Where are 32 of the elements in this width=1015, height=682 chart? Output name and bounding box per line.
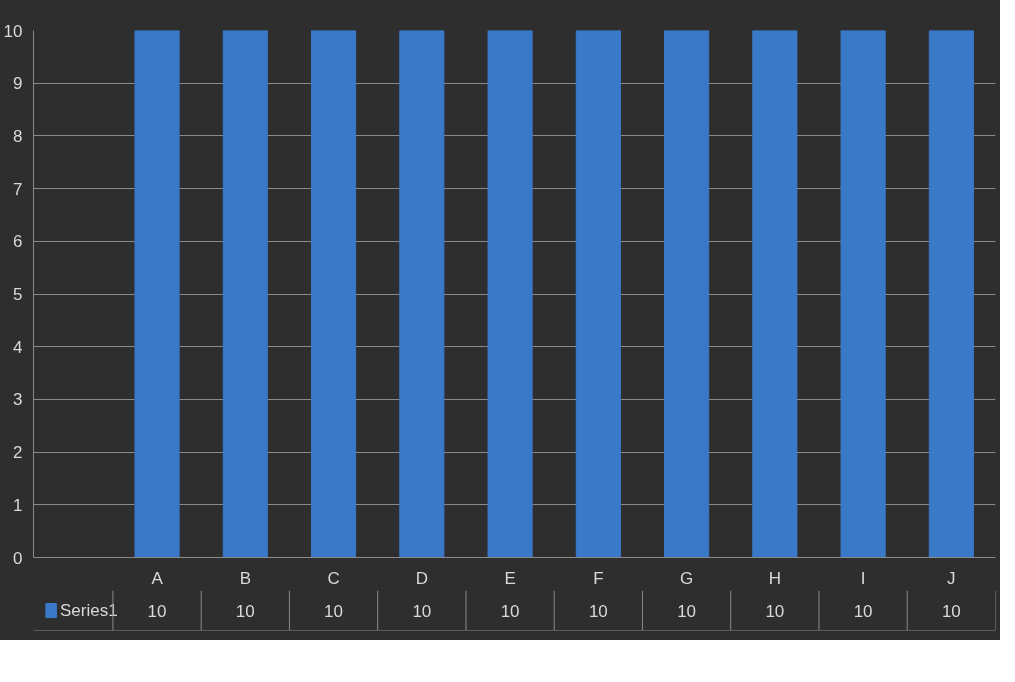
data-label: 10 — [588, 601, 608, 621]
legend-label: Series1 — [59, 601, 118, 620]
x-tick-label: H — [768, 568, 781, 588]
x-tick-label: B — [239, 568, 251, 588]
data-label: 10 — [412, 601, 432, 621]
y-tick-label: 9 — [13, 74, 23, 94]
x-tick-label: F — [593, 568, 604, 588]
x-tick-label: D — [415, 568, 428, 588]
y-tick-label: 6 — [13, 232, 23, 252]
x-tick-label: G — [679, 568, 694, 588]
y-tick-label: 3 — [13, 390, 23, 410]
y-tick-label: 1 — [13, 495, 23, 515]
y-tick-label: 8 — [13, 126, 23, 146]
data-label: 10 — [500, 601, 520, 621]
data-label: 10 — [853, 601, 873, 621]
data-label: 10 — [235, 601, 255, 621]
data-label: 10 — [765, 601, 785, 621]
x-tick-label: E — [504, 568, 516, 588]
data-label: 10 — [324, 601, 344, 621]
y-tick-label: 10 — [3, 21, 23, 41]
y-tick-label: 2 — [13, 443, 23, 463]
data-label: 10 — [677, 601, 697, 621]
data-label: 10 — [147, 601, 167, 621]
y-tick-label: 0 — [13, 548, 23, 568]
x-tick-label: A — [151, 568, 164, 588]
x-tick-label: I — [860, 568, 866, 588]
y-tick-label: 4 — [13, 337, 23, 357]
x-tick-label: J — [947, 568, 956, 588]
x-tick-label: C — [327, 568, 340, 588]
y-tick-label: 7 — [13, 179, 23, 199]
data-label: 10 — [941, 601, 961, 621]
y-tick-label: 5 — [13, 285, 23, 304]
